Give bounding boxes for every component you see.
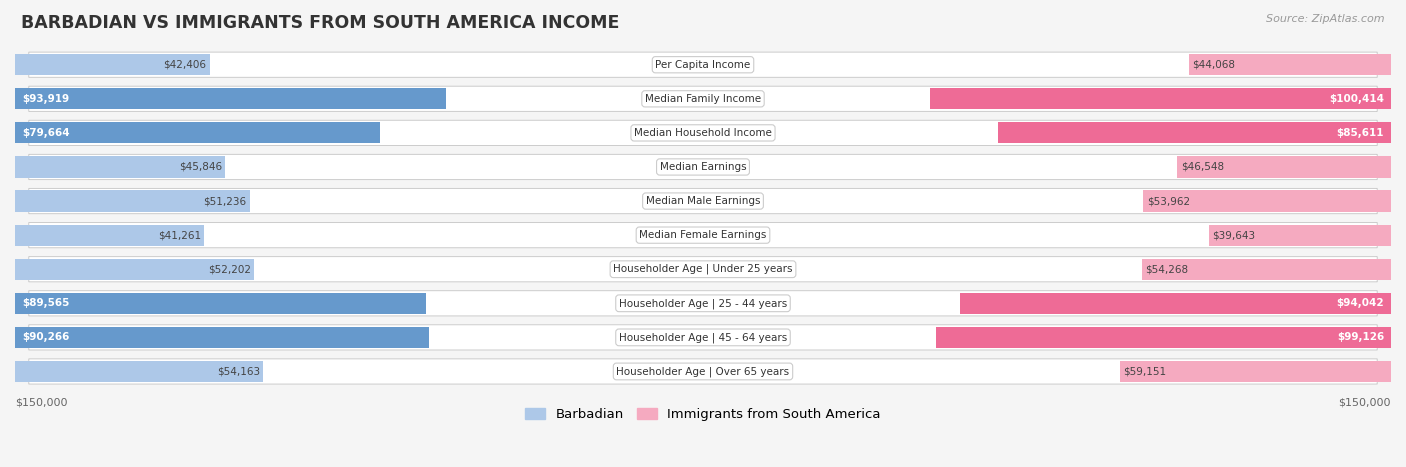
Bar (1177, 156, 1391, 177)
Text: $79,664: $79,664 (22, 128, 69, 138)
FancyBboxPatch shape (28, 189, 1378, 214)
Bar (936, 327, 1391, 348)
Text: $54,163: $54,163 (217, 367, 260, 376)
Bar (15, 191, 250, 212)
Text: $46,548: $46,548 (1181, 162, 1225, 172)
FancyBboxPatch shape (28, 325, 1378, 350)
Bar (960, 293, 1391, 314)
Text: $100,414: $100,414 (1329, 94, 1384, 104)
Text: $150,000: $150,000 (15, 397, 67, 407)
Bar (1119, 361, 1391, 382)
Text: $94,042: $94,042 (1337, 298, 1384, 308)
Text: BARBADIAN VS IMMIGRANTS FROM SOUTH AMERICA INCOME: BARBADIAN VS IMMIGRANTS FROM SOUTH AMERI… (21, 14, 620, 32)
Text: $42,406: $42,406 (163, 60, 207, 70)
FancyBboxPatch shape (28, 120, 1378, 146)
Text: $44,068: $44,068 (1192, 60, 1236, 70)
Text: $99,126: $99,126 (1337, 333, 1384, 342)
Bar (15, 361, 263, 382)
Text: Median Female Earnings: Median Female Earnings (640, 230, 766, 240)
Text: $39,643: $39,643 (1212, 230, 1256, 240)
Text: $90,266: $90,266 (22, 333, 69, 342)
Bar (1189, 54, 1391, 75)
Text: Source: ZipAtlas.com: Source: ZipAtlas.com (1267, 14, 1385, 24)
Text: Median Family Income: Median Family Income (645, 94, 761, 104)
Text: $150,000: $150,000 (1339, 397, 1391, 407)
Text: $53,962: $53,962 (1147, 196, 1189, 206)
Bar (1209, 225, 1391, 246)
Bar (931, 88, 1391, 109)
FancyBboxPatch shape (28, 155, 1378, 180)
Text: $89,565: $89,565 (22, 298, 69, 308)
Text: $52,202: $52,202 (208, 264, 252, 274)
FancyBboxPatch shape (28, 256, 1378, 282)
Bar (15, 122, 381, 143)
Bar (15, 293, 426, 314)
Bar (998, 122, 1391, 143)
Text: Householder Age | 45 - 64 years: Householder Age | 45 - 64 years (619, 332, 787, 343)
Bar (1142, 259, 1391, 280)
FancyBboxPatch shape (28, 223, 1378, 248)
Text: $54,268: $54,268 (1146, 264, 1188, 274)
Bar (15, 327, 429, 348)
FancyBboxPatch shape (28, 359, 1378, 384)
Legend: Barbadian, Immigrants from South America: Barbadian, Immigrants from South America (520, 402, 886, 426)
Text: $59,151: $59,151 (1123, 367, 1166, 376)
Text: Median Male Earnings: Median Male Earnings (645, 196, 761, 206)
Text: Per Capita Income: Per Capita Income (655, 60, 751, 70)
Text: Householder Age | Under 25 years: Householder Age | Under 25 years (613, 264, 793, 275)
Bar (15, 156, 225, 177)
FancyBboxPatch shape (28, 290, 1378, 316)
Text: Median Earnings: Median Earnings (659, 162, 747, 172)
Bar (15, 259, 254, 280)
Text: Householder Age | 25 - 44 years: Householder Age | 25 - 44 years (619, 298, 787, 309)
FancyBboxPatch shape (28, 86, 1378, 112)
Bar (1143, 191, 1391, 212)
Text: $85,611: $85,611 (1337, 128, 1384, 138)
FancyBboxPatch shape (28, 52, 1378, 78)
Text: Householder Age | Over 65 years: Householder Age | Over 65 years (616, 366, 790, 377)
Text: $51,236: $51,236 (204, 196, 246, 206)
Text: $45,846: $45,846 (179, 162, 222, 172)
Bar (15, 54, 209, 75)
Bar (15, 225, 204, 246)
Bar (15, 88, 446, 109)
Text: Median Household Income: Median Household Income (634, 128, 772, 138)
Text: $93,919: $93,919 (22, 94, 69, 104)
Text: $41,261: $41,261 (157, 230, 201, 240)
